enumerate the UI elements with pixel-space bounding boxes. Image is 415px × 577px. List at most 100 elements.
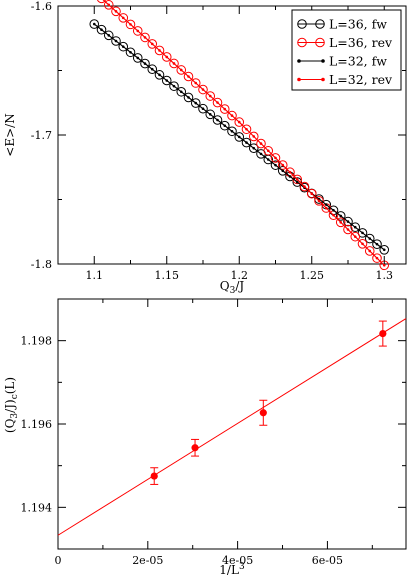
data-point bbox=[357, 239, 368, 249]
data-point bbox=[343, 216, 353, 227]
data-point bbox=[129, 23, 132, 26]
data-point bbox=[252, 146, 256, 150]
data-point bbox=[150, 42, 154, 46]
data-point bbox=[190, 98, 201, 108]
series-l-32-fw bbox=[92, 22, 386, 252]
data-point bbox=[111, 6, 121, 17]
data-point bbox=[332, 213, 335, 217]
data-point bbox=[310, 192, 314, 195]
data-point bbox=[353, 235, 357, 238]
data-point bbox=[172, 62, 176, 65]
legend-box bbox=[291, 9, 402, 91]
data-point bbox=[107, 34, 111, 37]
y-tick-label: -1.6 bbox=[31, 0, 52, 13]
data-point bbox=[179, 90, 183, 94]
data-point bbox=[277, 166, 288, 176]
data-point bbox=[96, 24, 107, 35]
data-point bbox=[154, 45, 165, 56]
data-point bbox=[114, 10, 118, 13]
fit-line bbox=[57, 318, 407, 536]
data-point bbox=[187, 96, 190, 99]
data-point bbox=[143, 62, 147, 65]
x-tick-label: 1.3 bbox=[376, 269, 394, 282]
data-point bbox=[353, 225, 357, 229]
data-point bbox=[295, 178, 299, 181]
data-point bbox=[335, 217, 346, 228]
data-point bbox=[364, 246, 375, 256]
data-point bbox=[205, 91, 216, 101]
legend-marker bbox=[297, 59, 301, 63]
data-point bbox=[237, 135, 241, 139]
data-point bbox=[176, 65, 187, 75]
legend: L=36, fw L=36, rev L=32, fw L=32, rev bbox=[291, 9, 402, 91]
data-point bbox=[154, 70, 165, 80]
y-tick-label: 1.198 bbox=[21, 335, 53, 348]
data-point bbox=[324, 203, 328, 206]
data-point bbox=[176, 86, 187, 97]
data-point bbox=[114, 39, 118, 43]
fit-line-layer bbox=[57, 318, 407, 536]
legend-label: L=36, rev bbox=[329, 35, 393, 50]
y-axis-label: (Q3/J)c(L) bbox=[3, 377, 20, 433]
data-point bbox=[241, 137, 252, 148]
data-point bbox=[216, 118, 219, 122]
data-point bbox=[103, 0, 114, 10]
data-point bbox=[132, 26, 143, 36]
data-point bbox=[382, 263, 386, 267]
data-point bbox=[111, 36, 121, 46]
data-point bbox=[97, 0, 106, 4]
point-marker bbox=[379, 329, 387, 338]
data-point bbox=[158, 49, 161, 52]
data-point bbox=[361, 242, 364, 246]
data-point bbox=[375, 256, 379, 260]
data-point bbox=[245, 127, 248, 131]
data-point bbox=[125, 19, 136, 30]
data-point bbox=[165, 79, 169, 82]
data-point bbox=[208, 94, 212, 98]
point-marker bbox=[191, 444, 199, 452]
x-axis-label: 1/L3 bbox=[219, 562, 245, 577]
data-point bbox=[140, 32, 150, 43]
data-point bbox=[256, 138, 266, 149]
tick-layer: 1.1 1.15 1.2 1.25 1.3 -1.8 -1.7 -1.6 bbox=[31, 0, 406, 282]
x-tick-label: 4e-05 bbox=[222, 554, 253, 567]
y-tick-label: -1.8 bbox=[31, 258, 52, 271]
x-tick-label: 2e-05 bbox=[132, 554, 163, 567]
data-point bbox=[129, 50, 132, 54]
legend-marker bbox=[315, 19, 325, 29]
data-point bbox=[372, 239, 382, 249]
data-point bbox=[364, 233, 375, 244]
legend-marker bbox=[315, 37, 325, 48]
data-point bbox=[288, 175, 292, 178]
legend-label: L=36, fw bbox=[329, 17, 387, 32]
tick-layer: 0 2e-05 4e-05 6e-05 1.194 1.196 1.198 bbox=[21, 299, 406, 567]
data-point bbox=[150, 467, 159, 485]
data-point bbox=[143, 36, 147, 39]
data-point bbox=[172, 84, 176, 88]
critical-coupling-vs-inverse-volume-chart: 0 2e-05 4e-05 6e-05 1.194 1.196 1.198 1/L3 (Q3… bbox=[3, 298, 407, 577]
data-point bbox=[281, 163, 285, 167]
data-point bbox=[223, 124, 227, 127]
data-point bbox=[201, 88, 205, 91]
data-point bbox=[350, 222, 361, 233]
data-point bbox=[223, 107, 227, 111]
legend-marker bbox=[321, 77, 325, 82]
legend-marker bbox=[297, 37, 307, 48]
data-point bbox=[314, 196, 324, 206]
data-point bbox=[346, 228, 350, 231]
data-point bbox=[169, 58, 179, 69]
data-point bbox=[107, 3, 111, 7]
data-point bbox=[198, 84, 208, 95]
data-point bbox=[121, 45, 125, 48]
data-point bbox=[274, 156, 277, 160]
x-tick-label: 1.2 bbox=[231, 269, 249, 282]
points-layer bbox=[150, 320, 387, 485]
data-point bbox=[372, 253, 382, 263]
data-point bbox=[132, 53, 143, 63]
data-point bbox=[187, 75, 190, 78]
data-point bbox=[379, 245, 390, 255]
data-point bbox=[259, 152, 263, 156]
plot-frame bbox=[57, 298, 407, 550]
legend-entry: L=36, rev bbox=[297, 35, 393, 50]
